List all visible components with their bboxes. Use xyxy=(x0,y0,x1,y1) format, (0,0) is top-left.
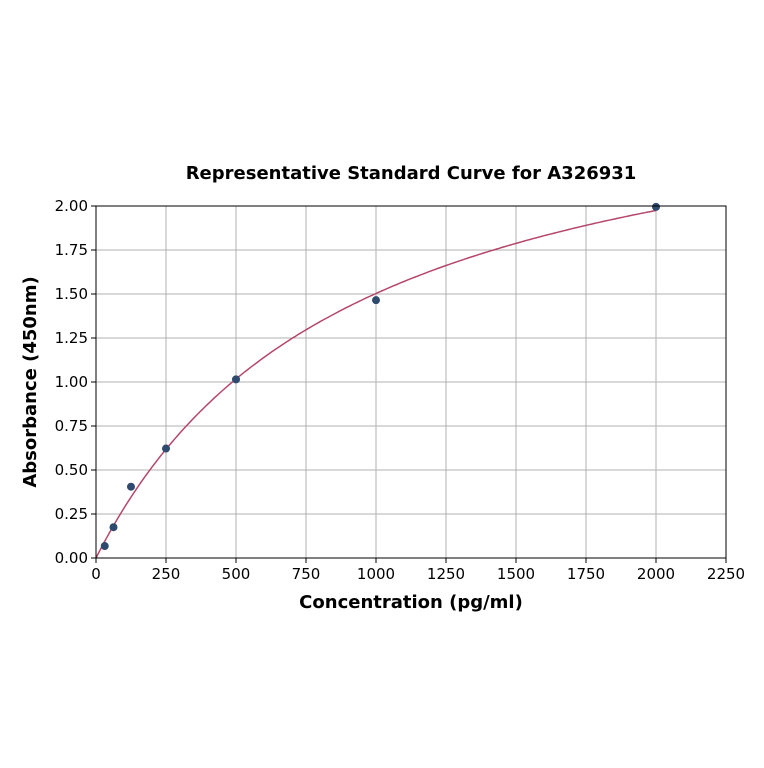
y-tick-label: 1.25 xyxy=(55,329,88,347)
x-tick-label: 2000 xyxy=(637,565,675,583)
x-tick-label: 1250 xyxy=(427,565,465,583)
data-point xyxy=(372,296,380,305)
y-tick-label: 0.00 xyxy=(55,549,88,567)
x-tick-label: 0 xyxy=(91,565,101,583)
data-point xyxy=(100,542,109,551)
x-tick-label: 500 xyxy=(222,565,251,583)
data-point xyxy=(162,444,170,453)
y-tick-label: 1.00 xyxy=(55,373,88,391)
data-point xyxy=(109,523,118,532)
y-tick-label: 0.75 xyxy=(55,417,88,435)
fit-curve xyxy=(95,209,657,559)
y-axis-label: Absorbance (450nm) xyxy=(20,276,41,487)
x-tick-label: 1500 xyxy=(497,565,535,583)
x-tick-label: 1000 xyxy=(357,565,395,583)
chart-title: Representative Standard Curve for A32693… xyxy=(186,163,637,184)
x-tick-label: 2250 xyxy=(707,565,745,583)
x-tick-label: 250 xyxy=(152,565,181,583)
data-point xyxy=(127,482,135,491)
y-tick-label: 1.50 xyxy=(55,285,88,303)
y-tick-label: 2.00 xyxy=(55,197,88,215)
y-tick-label: 0.25 xyxy=(55,505,88,523)
x-tick-label: 1750 xyxy=(567,565,605,583)
y-tick-label: 0.50 xyxy=(55,461,88,479)
x-axis-label: Concentration (pg/ml) xyxy=(299,592,523,613)
x-tick-label: 750 xyxy=(292,565,321,583)
data-point xyxy=(652,202,660,211)
data-point xyxy=(232,375,240,384)
plot-frame xyxy=(95,205,727,559)
y-tick-label: 1.75 xyxy=(55,241,88,259)
